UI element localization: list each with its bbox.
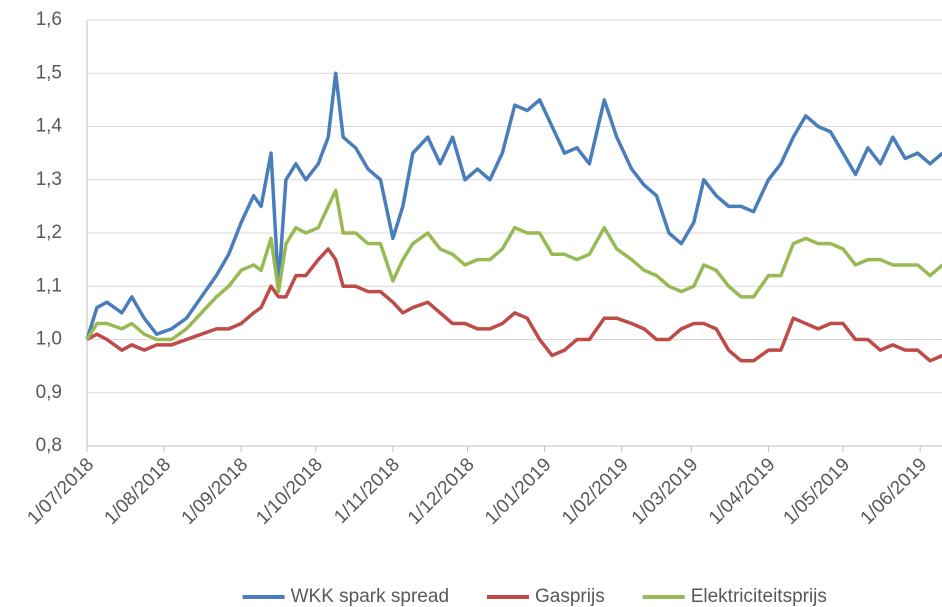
series-line	[85, 188, 942, 342]
series-line	[85, 71, 942, 341]
y-tick-label: 0,9	[36, 382, 62, 403]
x-tick-label: 1/07/2018	[23, 454, 98, 529]
legend-label: WKK spark spread	[291, 586, 449, 607]
y-tick-label: 1,4	[36, 116, 63, 137]
legend-label: Gasprijs	[535, 586, 605, 607]
legend-label: Elektriciteitsprijs	[691, 586, 827, 607]
series-line	[86, 247, 942, 363]
x-tick-label: 1/04/2019	[705, 454, 780, 529]
x-tick-label: 1/06/2019	[857, 454, 932, 529]
x-tick-label: 1/09/2018	[178, 454, 253, 529]
x-tick-label: 1/02/2019	[558, 454, 633, 529]
x-tick-label: 1/08/2018	[101, 454, 176, 529]
x-tick-label: 1/12/2018	[404, 454, 479, 529]
y-tick-label: 1,6	[36, 9, 62, 30]
legend: WKK spark spread Gasprijs Elektriciteitspr…	[242, 586, 827, 607]
x-tick-label: 1/10/2018	[252, 454, 327, 529]
y-tick-label: 1,1	[36, 275, 62, 296]
y-tick-label: 1,2	[36, 222, 62, 243]
x-tick-label: 1/05/2019	[780, 454, 855, 529]
y-tick-label: 1,5	[36, 62, 62, 83]
y-tick-label: 1,0	[36, 329, 62, 350]
x-tick-label: 1/01/2019	[481, 454, 556, 529]
y-tick-label: 0,8	[36, 435, 62, 456]
x-tick-label: 1/11/2018	[330, 454, 404, 528]
y-tick-label: 1,3	[36, 169, 62, 190]
x-tick-label: 1/03/2019	[628, 454, 703, 529]
